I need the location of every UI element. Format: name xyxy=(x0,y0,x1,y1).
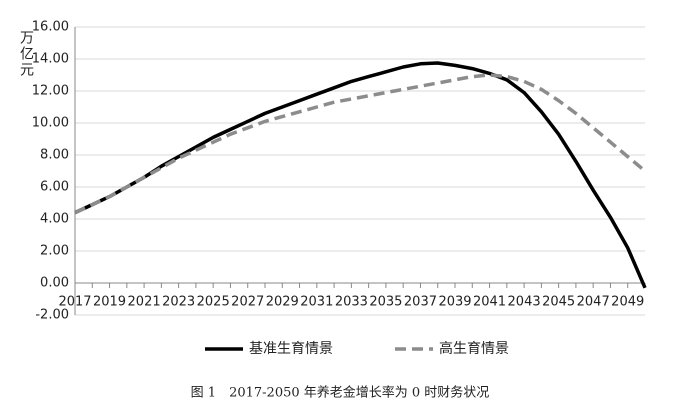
x-tick-label: 2039 xyxy=(438,295,471,310)
x-tick-label: 2029 xyxy=(266,295,299,310)
y-axis-label: 万亿元 xyxy=(18,30,34,78)
x-tick-label: 2023 xyxy=(162,295,195,310)
y-tick-label: 2.00 xyxy=(40,244,69,259)
x-tick-label: 2033 xyxy=(335,295,368,310)
y-tick-label: 10.00 xyxy=(32,116,69,131)
legend-label: 基准生育情景 xyxy=(249,340,333,357)
legend-label: 高生育情景 xyxy=(439,340,509,357)
y-tick-label: -2.00 xyxy=(35,308,69,323)
x-tick-label: 2027 xyxy=(231,295,264,310)
caption: 图 1 2017-2050 年养老金增长率为 0 时财务状况 xyxy=(191,385,490,401)
y-tick-label: 6.00 xyxy=(40,180,69,195)
x-tick-label: 2041 xyxy=(473,295,506,310)
x-tick-label: 2045 xyxy=(542,295,575,310)
x-tick-label: 2021 xyxy=(128,295,161,310)
y-tick-label: 16.00 xyxy=(32,20,69,35)
series-line xyxy=(74,73,647,215)
y-tick-label: 4.00 xyxy=(40,212,69,227)
x-tick-label: 2043 xyxy=(508,295,541,310)
x-tick-label: 2025 xyxy=(197,295,230,310)
x-tick-label: 2047 xyxy=(577,295,610,310)
y-tick-label: 14.00 xyxy=(32,52,69,67)
x-tick-label: 2031 xyxy=(300,295,333,310)
x-tick-label: 2019 xyxy=(93,295,126,310)
y-tick-label: 0.00 xyxy=(40,276,69,291)
x-tick-label: 2017 xyxy=(58,295,91,310)
x-tick-label: 2049 xyxy=(611,295,644,310)
x-tick-label: 2037 xyxy=(404,295,437,310)
y-tick-label: 8.00 xyxy=(40,148,69,163)
y-tick-label: 12.00 xyxy=(32,84,69,99)
x-tick-label: 2035 xyxy=(369,295,402,310)
